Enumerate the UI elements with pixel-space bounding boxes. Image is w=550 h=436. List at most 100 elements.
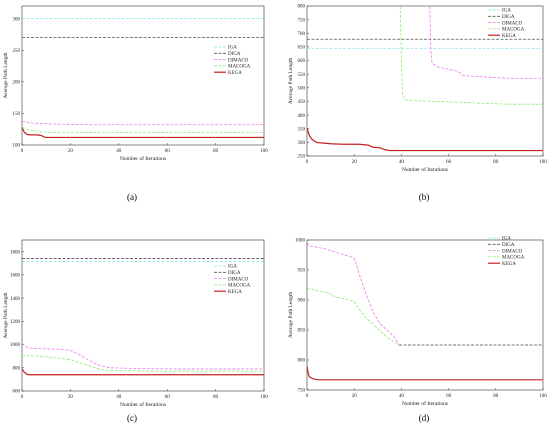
legend-label-iga: IGA [228,46,237,51]
x-tick-label: 60 [446,160,452,165]
y-axis-title: Average Path Length [3,52,9,99]
plot-frame [21,5,265,146]
x-tick-label: 80 [493,160,499,165]
plot-frame [21,239,265,392]
legend-label-kega: KEGA [228,290,242,295]
y-tick-label: 900 [298,299,306,304]
series-line-dimaco [22,120,264,126]
x-tick-label: 0 [21,395,24,400]
y-tick-label: 850 [298,329,306,334]
plot-frame [306,5,544,157]
y-tick-label: 750 [298,389,306,394]
y-tick-label: 450 [298,100,306,105]
legend-label-dimaco: DIMACO [228,58,249,63]
legend-label-macoga: MACOGA [502,28,525,33]
x-tick-label: 0 [306,160,309,165]
panel-label: (b) [419,192,430,202]
legend-label-macoga: MACOGA [228,284,251,289]
series-group [307,6,543,152]
legend-label-dimaco: DIMACO [502,249,523,254]
legend-label-diga: DIGA [502,15,515,20]
x-tick-label: 80 [213,395,219,400]
legend-label-iga: IGA [502,9,511,14]
y-tick-label: 800 [298,359,306,364]
x-axis-title: Number of Iterations [120,155,166,162]
y-tick-label: 350 [298,127,306,132]
legend-label-kega: KEGA [502,262,516,267]
y-tick-label: 1800 [10,250,21,255]
y-tick-label: 700 [298,32,306,37]
series-line-macoga [22,354,264,372]
y-tick-label: 650 [298,46,306,51]
series-group [307,242,543,381]
x-tick-label: 20 [68,149,74,154]
series-line-macoga [399,6,543,105]
x-tick-label: 100 [539,160,547,165]
x-axis-title: Number of Iterations [120,401,166,408]
x-tick-label: 100 [260,149,268,154]
series-line-dimaco [22,343,264,370]
series-line-kega [307,127,543,152]
panel-label: (d) [419,413,430,423]
legend-label-macoga: MACOGA [502,256,525,261]
y-tick-label: 800 [298,5,306,10]
panel-label: (a) [127,192,137,202]
y-tick-label: 800 [13,366,21,371]
x-tick-label: 20 [68,395,74,400]
x-tick-label: 80 [493,394,499,399]
y-tick-label: 1200 [10,320,21,325]
y-tick-label: 950 [298,269,306,274]
x-tick-label: 80 [213,149,219,154]
x-tick-label: 60 [165,395,171,400]
legend-label-iga: IGA [502,237,511,242]
series-group [22,258,264,376]
legend-label-kega: KEGA [502,34,516,39]
y-axis-title: Average Path Length [288,58,294,105]
x-tick-label: 40 [399,160,405,165]
legend-label-dimaco: DIMACO [228,277,249,282]
y-tick-label: 250 [13,49,21,54]
panel-label: (c) [127,413,137,423]
series-line-kega [307,365,543,381]
plot-frame [306,239,544,391]
x-tick-label: 100 [260,395,268,400]
series-line-kega [22,368,264,376]
y-tick-label: 1600 [10,274,21,279]
y-tick-label: 1000 [10,343,21,348]
x-tick-label: 40 [116,149,122,154]
legend-label-iga: IGA [228,265,237,270]
y-tick-label: 100 [13,144,21,149]
y-tick-label: 400 [298,114,306,119]
y-axis-title: Average Path Length [288,292,294,339]
y-tick-label: 1000 [295,239,306,244]
y-tick-label: 250 [298,155,306,160]
y-tick-label: 500 [298,87,306,92]
legend-label-diga: DIGA [228,52,241,57]
x-axis-title: Number of Iterations [402,166,448,173]
chart-panel-c: 0 20 40 60 80 100 600 800 1000 1200 1400 1600 1800 Nu… [3,239,268,423]
legend-label-diga: DIGA [228,271,241,276]
x-tick-label: 20 [352,160,358,165]
y-tick-label: 300 [298,141,306,146]
x-tick-label: 40 [116,395,122,400]
x-tick-label: 40 [399,394,405,399]
series-group [22,18,264,139]
series-line-dimaco [429,6,543,79]
y-tick-label: 750 [298,18,306,23]
legend-label-diga: DIGA [502,243,515,248]
legend-label-kega: KEGA [228,71,242,76]
series-line-dimaco [307,242,400,346]
y-tick-label: 150 [13,112,21,117]
y-tick-label: 1400 [10,297,21,302]
y-tick-label: 300 [13,17,21,22]
x-axis-title: Number of Iterations [402,400,448,407]
x-tick-label: 0 [21,149,24,154]
y-tick-label: 550 [298,73,306,78]
y-tick-label: 600 [298,59,306,64]
chart-panel-a: 0 20 40 60 80 100 100 150 200 250 300 Number of Ite… [3,5,268,202]
